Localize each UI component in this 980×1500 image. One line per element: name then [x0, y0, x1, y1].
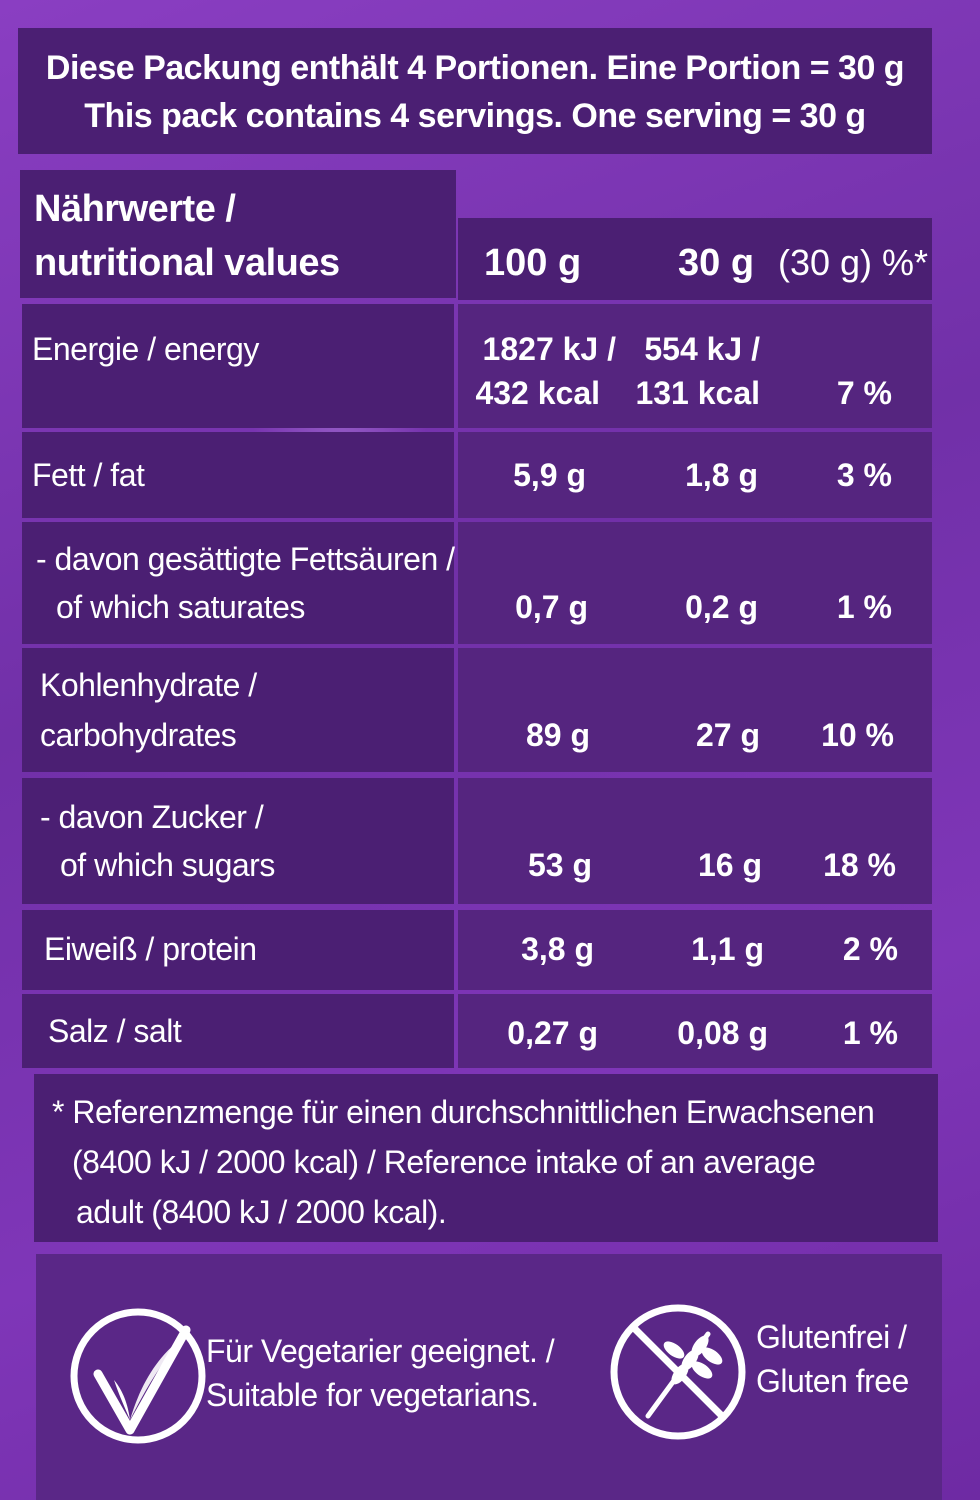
row-value-percent: 7 %: [836, 375, 892, 411]
table-row-saturates: - davon gesättigte Fettsäuren / of which…: [22, 522, 932, 644]
table-row-energy: Energie / energy 1827 kJ / 432 kcal 554 …: [22, 304, 932, 428]
row-label: - davon Zucker /: [40, 799, 264, 835]
row-value-cell: [458, 910, 932, 990]
row-label: Kohlenhydrate /: [40, 667, 257, 703]
row-value-percent: 18 %: [823, 847, 896, 883]
row-value-percent: 2 %: [842, 931, 898, 967]
row-value-100g: 1827 kJ /: [482, 331, 616, 367]
gluten-free-label-en: Gluten free: [756, 1363, 909, 1399]
reference-intake-footnote: * Referenzmenge für einen durchschnittli…: [34, 1074, 938, 1242]
row-value-cell: [458, 648, 932, 772]
table-title-de: Nährwerte /: [34, 188, 236, 230]
row-value-30g: 554 kJ /: [644, 331, 760, 367]
row-value-100g: 3,8 g: [521, 931, 594, 967]
vegetarian-label-en: Suitable for vegetarians.: [206, 1377, 539, 1413]
row-label-en: carbohydrates: [40, 717, 237, 753]
row-label-en: of which sugars: [60, 847, 275, 883]
diet-badges: Für Vegetarier geeignet. / Suitable for …: [36, 1254, 942, 1500]
footnote-line-2: (8400 kJ / 2000 kcal) / Reference intake…: [72, 1144, 816, 1180]
row-label: - davon gesättigte Fettsäuren /: [36, 541, 455, 577]
row-value-30g: 0,08 g: [677, 1015, 768, 1051]
row-value-30g: 16 g: [697, 847, 762, 883]
row-label: Energie / energy: [32, 331, 259, 367]
vegetarian-label-de: Für Vegetarier geeignet. /: [206, 1333, 555, 1369]
row-value-100g-kcal: 432 kcal: [475, 375, 600, 411]
footnote-line-1: * Referenzmenge für einen durchschnittli…: [52, 1094, 875, 1130]
row-value-30g: 1,8 g: [685, 457, 758, 493]
column-header-percent: (30 g) %*: [778, 242, 929, 283]
row-value-cell: [458, 304, 932, 428]
row-value-percent: 1 %: [842, 1015, 898, 1051]
crossed-grain-icon: [610, 1304, 746, 1440]
table-row-salt: Salz / salt 0,27 g 0,08 g 1 %: [22, 994, 932, 1068]
row-label-cell: [22, 994, 454, 1068]
row-value-30g: 27 g: [695, 717, 760, 753]
table-row-sugars: - davon Zucker / of which sugars 53 g 16…: [22, 778, 932, 904]
row-value-cell: [458, 522, 932, 644]
row-value-30g: 0,2 g: [685, 589, 758, 625]
row-value-30g: 1,1 g: [691, 931, 764, 967]
row-label: Salz / salt: [48, 1013, 182, 1049]
column-header-100g: 100 g: [484, 242, 582, 284]
row-label-cell: [22, 648, 454, 772]
row-label-cell: [22, 910, 454, 990]
row-value-100g: 53 g: [527, 847, 592, 883]
row-value-100g: 89 g: [525, 717, 590, 753]
row-label-cell: [22, 304, 454, 428]
servings-line-de: Diese Packung enthält 4 Portionen. Eine …: [45, 49, 905, 87]
row-value-cell: [458, 778, 932, 904]
table-title: Nährwerte / nutritional values: [34, 182, 340, 290]
table-row-fat: Fett / fat 5,9 g 1,8 g 3 %: [22, 432, 932, 518]
row-value-100g: 0,27 g: [507, 1015, 598, 1051]
table-title-cell: Nährwerte / nutritional values: [20, 170, 456, 298]
table-row-protein: Eiweiß / protein 3,8 g 1,1 g 2 %: [22, 910, 932, 990]
column-header-30g: 30 g: [678, 242, 755, 284]
row-label-cell: [22, 432, 454, 518]
row-value-percent: 3 %: [836, 457, 892, 493]
row-label: Fett / fat: [32, 457, 145, 493]
row-label-cell: [22, 522, 454, 644]
row-value-percent: 1 %: [836, 589, 892, 625]
row-value-percent: 10 %: [821, 717, 894, 753]
row-value-cell: [458, 432, 932, 518]
row-label-cell: [22, 778, 454, 904]
servings-header: Diese Packung enthält 4 Portionen. Eine …: [18, 28, 932, 154]
servings-line-en: This pack contains 4 servings. One servi…: [84, 97, 866, 135]
table-column-header-cell: [458, 218, 932, 300]
table-title-en: nutritional values: [34, 242, 340, 284]
row-value-100g: 0,7 g: [515, 589, 588, 625]
footnote-line-3: adult (8400 kJ / 2000 kcal).: [76, 1194, 447, 1230]
row-value-100g: 5,9 g: [513, 457, 586, 493]
row-value-cell: [458, 994, 932, 1068]
row-value-30g-kcal: 131 kcal: [635, 375, 760, 411]
leaf-check-icon: [70, 1308, 206, 1444]
row-label: Eiweiß / protein: [44, 931, 257, 967]
gluten-free-label-de: Glutenfrei /: [756, 1319, 907, 1355]
row-label-en: of which saturates: [56, 589, 305, 625]
table-row-carbohydrates: Kohlenhydrate / carbohydrates 89 g 27 g …: [22, 648, 932, 772]
